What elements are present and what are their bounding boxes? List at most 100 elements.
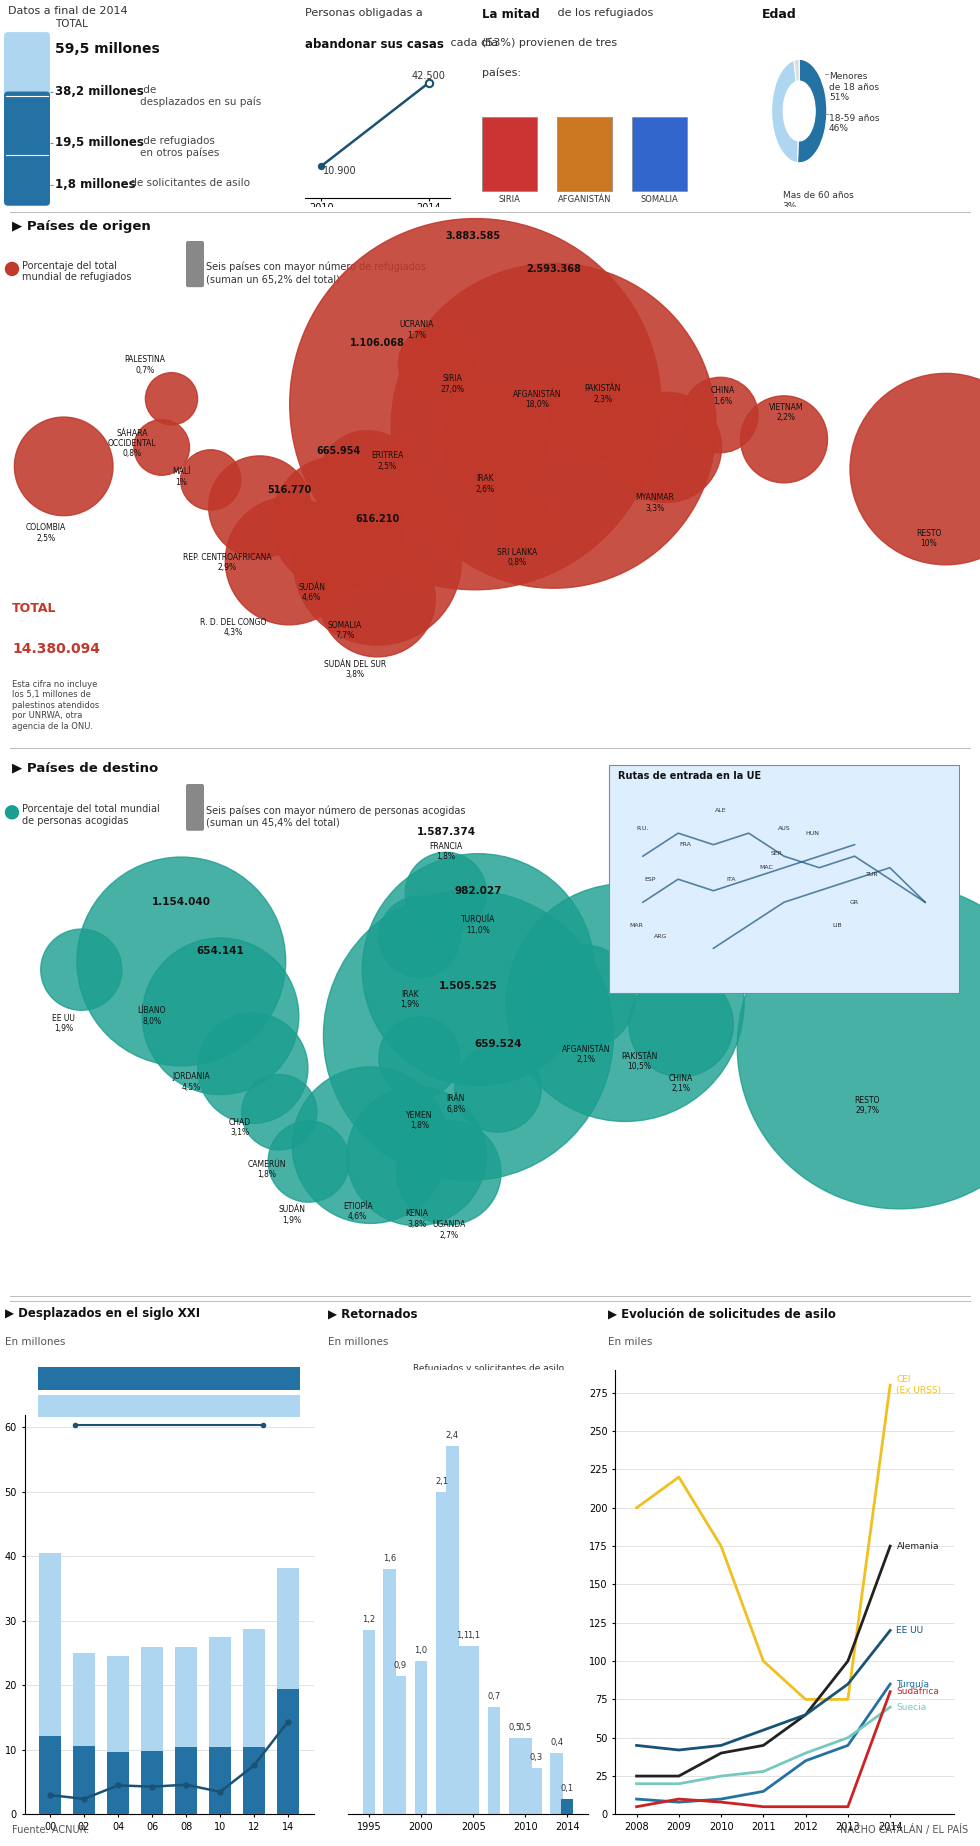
Text: SOMALIA
7,7%: SOMALIA 7,7% <box>328 620 362 641</box>
Circle shape <box>41 929 122 1010</box>
Text: 10.900: 10.900 <box>322 166 356 175</box>
Bar <box>107 1656 129 1815</box>
Bar <box>209 1637 231 1815</box>
Text: CHINA
1,6%: CHINA 1,6% <box>711 386 735 406</box>
FancyBboxPatch shape <box>557 116 612 192</box>
FancyBboxPatch shape <box>4 92 50 205</box>
Text: PAKISTÁN
2,3%: PAKISTÁN 2,3% <box>584 384 621 404</box>
Text: AFGANISTÁN
2,1%: AFGANISTÁN 2,1% <box>562 1045 611 1063</box>
Text: 2,4: 2,4 <box>446 1431 459 1440</box>
Circle shape <box>379 895 460 977</box>
Text: IRÁN
6,8%: IRÁN 6,8% <box>446 1095 466 1113</box>
Text: ITA: ITA <box>726 877 736 882</box>
Text: de refugiados
en otros países: de refugiados en otros países <box>140 137 220 159</box>
Bar <box>73 1654 95 1815</box>
Circle shape <box>180 450 241 509</box>
Text: 3.883.585: 3.883.585 <box>446 231 501 242</box>
Text: SÁHARA
OCCIDENTAL
0,8%: SÁHARA OCCIDENTAL 0,8% <box>108 428 157 458</box>
Text: 0,5: 0,5 <box>509 1722 521 1732</box>
Text: 516.770: 516.770 <box>267 485 312 495</box>
Bar <box>175 1746 197 1815</box>
Text: 19,5 millones: 19,5 millones <box>55 137 144 150</box>
Circle shape <box>318 430 416 530</box>
Text: PAKISTÁN
10,5%: PAKISTÁN 10,5% <box>620 1052 658 1071</box>
Text: Alemania: Alemania <box>897 1541 939 1551</box>
Text: Suecia: Suecia <box>897 1702 927 1711</box>
Circle shape <box>269 1121 349 1202</box>
Bar <box>488 1708 501 1815</box>
Text: 0,1: 0,1 <box>561 1783 573 1792</box>
Bar <box>277 1567 299 1815</box>
Circle shape <box>629 973 733 1076</box>
Bar <box>415 1661 427 1815</box>
Text: 0,3: 0,3 <box>529 1754 542 1763</box>
Text: 1.154.040: 1.154.040 <box>152 897 211 906</box>
Text: SER: SER <box>771 851 783 857</box>
Bar <box>209 1748 231 1815</box>
Text: 0,9: 0,9 <box>394 1661 407 1671</box>
Text: MALÍ
1%: MALÍ 1% <box>172 467 190 487</box>
Text: CHINA
2,1%: CHINA 2,1% <box>669 1074 693 1093</box>
Circle shape <box>319 541 435 657</box>
Bar <box>561 1800 573 1815</box>
Text: IRAK
1,9%: IRAK 1,9% <box>400 989 419 1010</box>
Text: 0,7: 0,7 <box>487 1693 501 1700</box>
Text: cada día: cada día <box>447 39 498 48</box>
Bar <box>39 1737 61 1815</box>
Text: 38,2 millones: 38,2 millones <box>55 85 144 98</box>
Circle shape <box>455 1045 541 1132</box>
Circle shape <box>6 807 19 820</box>
Wedge shape <box>771 61 798 162</box>
Text: 2.593.368: 2.593.368 <box>526 264 581 273</box>
Bar <box>141 1647 163 1815</box>
Bar <box>509 1737 521 1815</box>
Text: 982.027: 982.027 <box>455 886 502 895</box>
Text: de solicitantes de asilo: de solicitantes de asilo <box>127 179 250 188</box>
Text: IRAK
2,6%: IRAK 2,6% <box>475 474 495 495</box>
Bar <box>243 1628 266 1815</box>
Text: CEI
(Ex URSS): CEI (Ex URSS) <box>897 1375 942 1396</box>
Text: Datos a final de 2014: Datos a final de 2014 <box>8 6 127 17</box>
Circle shape <box>209 456 311 557</box>
Text: SUDÁN
1,9%: SUDÁN 1,9% <box>278 1205 306 1226</box>
Circle shape <box>612 393 721 502</box>
FancyBboxPatch shape <box>610 766 958 993</box>
Text: 14.380.094: 14.380.094 <box>12 642 100 655</box>
Bar <box>175 1647 197 1815</box>
Bar <box>363 1630 375 1815</box>
Circle shape <box>497 495 552 550</box>
Circle shape <box>293 476 462 644</box>
Text: FRA: FRA <box>679 842 691 847</box>
FancyBboxPatch shape <box>186 242 204 288</box>
Text: ▶ Evolución de solicitudes de asilo: ▶ Evolución de solicitudes de asilo <box>608 1307 836 1320</box>
Text: TUR: TUR <box>866 871 878 877</box>
Text: 42.500: 42.500 <box>412 70 446 81</box>
Text: SRI LANKA
0,8%: SRI LANKA 0,8% <box>497 548 538 567</box>
Text: 1,8 millones: 1,8 millones <box>55 179 135 192</box>
Text: 654.141: 654.141 <box>197 947 244 956</box>
Text: Seis países con mayor número de refugiados
(suman un 65,2% del total): Seis países con mayor número de refugiad… <box>206 262 425 284</box>
Text: 1,1: 1,1 <box>466 1630 480 1639</box>
Point <box>420 68 436 98</box>
Bar <box>39 1552 61 1815</box>
Text: 0,5: 0,5 <box>518 1722 532 1732</box>
Text: ▶ Países de destino: ▶ Países de destino <box>12 761 158 773</box>
Bar <box>394 1676 407 1815</box>
Text: VIETNAM
2,2%: VIETNAM 2,2% <box>768 402 804 423</box>
Circle shape <box>391 264 716 589</box>
Text: R. D. DEL CONGO
4,3%: R. D. DEL CONGO 4,3% <box>200 618 267 637</box>
Text: 1,1: 1,1 <box>456 1630 469 1639</box>
FancyBboxPatch shape <box>632 116 687 192</box>
Text: R.U.: R.U. <box>637 825 649 831</box>
Text: RESTO
10%: RESTO 10% <box>916 528 942 548</box>
Bar <box>551 1754 563 1815</box>
Bar <box>435 1492 448 1815</box>
Circle shape <box>134 419 189 474</box>
Text: CHAD
3,1%: CHAD 3,1% <box>229 1117 251 1137</box>
Circle shape <box>363 853 594 1085</box>
Text: 1.106.068: 1.106.068 <box>350 338 405 347</box>
Text: Refugiados y solicitantes de asilo: Refugiados y solicitantes de asilo <box>414 1364 564 1373</box>
Text: CAMERÚN
1,8%: CAMERÚN 1,8% <box>247 1159 286 1180</box>
Circle shape <box>198 1013 308 1124</box>
Circle shape <box>443 390 547 495</box>
